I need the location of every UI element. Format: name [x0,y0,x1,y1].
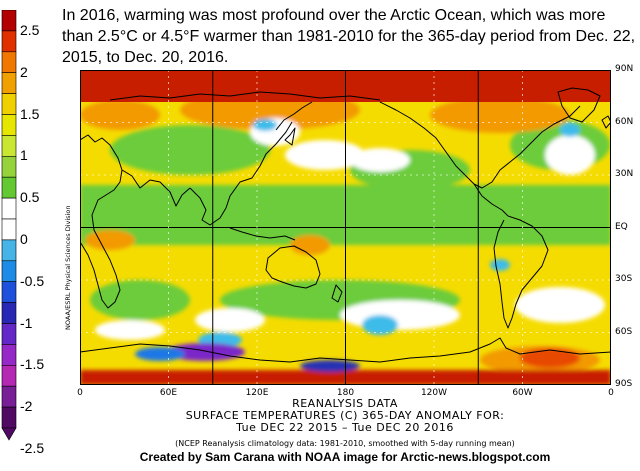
colorbar-box [1,385,17,408]
coast-arabia-india [121,169,191,207]
latitude-label: 60N [615,116,634,127]
coast-arctic-asia [109,91,381,101]
map-frame [80,70,611,385]
figure-title: In 2016, warming was most profound over … [62,7,636,66]
latitude-label: 30S [615,274,633,284]
cyan-patch-south-pacific [362,315,398,335]
latitude-label: EQ [615,221,628,232]
coast-east-asia [275,101,313,131]
white-patch-central-pacific [350,148,410,172]
green-patch-asia [110,125,270,175]
orange-patch-north-america [430,97,570,133]
anomaly-map [80,70,611,385]
white-patch-south-pacific [340,300,460,330]
white-patch-southern-indian [195,308,265,332]
coast-southeast-asia [189,121,293,226]
purple-patch-antarctic-ross [300,360,360,372]
colorbar-label: -2 [20,398,33,415]
colorbar-box [1,176,17,199]
coast-north-america [379,101,581,189]
longitude-label: 120E [245,388,269,398]
white-patch-north-atlantic [545,135,595,175]
colorbar-boxes [1,10,17,441]
coast-south-america [493,215,549,329]
coast-indonesia [229,227,296,241]
longitude-label: 60E [159,388,178,398]
footer-reanalysis: REANALYSIS DATA [292,397,398,410]
colorbar-box [1,406,17,429]
colorbar-label: 1 [20,147,28,164]
colorbar [1,10,17,441]
colorbar-end-arrow [1,427,17,441]
colorbar-label: 2.5 [20,22,40,38]
colorbar-label: 2 [20,63,28,80]
coastlines [80,87,611,363]
colorbar-box [1,218,17,241]
coast-new-zealand [331,284,343,303]
longitude-label: 180 [336,388,355,398]
colorbar-box [1,93,17,115]
colorbar-box [1,72,17,94]
latitude-label: 90N [615,64,634,74]
cyan-patch-south-america [490,259,510,271]
colorbar-box [1,260,17,283]
coast-australia [265,245,321,289]
colorbar-box [1,302,17,324]
colorbar-label: -0.5 [20,272,45,289]
colorbar-box [1,364,17,387]
longitude-label: 60W [512,388,533,398]
colorbar-box [1,51,17,73]
orange-patch-africa [85,230,135,250]
coast-greenland [557,87,601,123]
latitude-label: 30N [615,169,634,179]
colorbar-box [1,114,17,136]
latitude-label: 60S [615,326,633,337]
coast-uk [601,115,611,129]
orange-patch-australia [290,235,330,255]
colorbar-label: -1.5 [20,356,45,373]
dotted-grid [80,70,611,385]
colorbar-box [1,30,17,53]
footer-climatology-note: (NCEP Reanalysis climatology data: 1981-… [175,439,515,448]
coast-japan [284,127,296,146]
white-patch-south-atlantic [515,287,605,323]
white-patch-southern-ocean [95,320,165,340]
colorbar-box [1,344,17,366]
colorbar-label: -2.5 [20,440,45,456]
coast-gulf-central-america [473,183,509,217]
colorbar-label: 0 [20,231,28,247]
colorbar-label: -1 [20,314,33,331]
colorbar-box [1,156,17,178]
colorbar-box [1,135,17,157]
antarctic-red-patch [520,348,580,368]
longitude-label: 0 [608,388,614,398]
colorbar-box [1,281,17,303]
orange-patch-europe [80,100,160,130]
colorbar-box [1,10,17,32]
cyan-patch-atlantic [560,123,580,137]
side-credit: NOAA/ESRL Physical Sciences Division [64,205,72,330]
coast-antarctica [80,337,611,363]
footer-surface-temperatures: SURFACE TEMPERATURES (C) 365-DAY ANOMALY… [185,409,505,422]
colorbar-label: 0.5 [20,189,40,206]
latitude-label: 90S [615,379,633,389]
longitude-label: 0 [77,388,83,398]
colorbar-box [1,197,17,220]
longitude-label: 120W [420,388,448,398]
colorbar-box [1,323,17,345]
cyan-patch-asia [253,119,277,131]
colorbar-label: 1.5 [20,105,40,122]
coast-africa-europe [80,134,123,309]
green-patch-indian [90,280,190,320]
footer-date-range: Tue DEC 22 2015 – Tue DEC 20 2016 [236,421,454,434]
blue-patch-antarctic [135,347,185,361]
footer-credit: Created by Sam Carana with NOAA image fo… [139,450,551,464]
colorbar-box [1,239,17,262]
